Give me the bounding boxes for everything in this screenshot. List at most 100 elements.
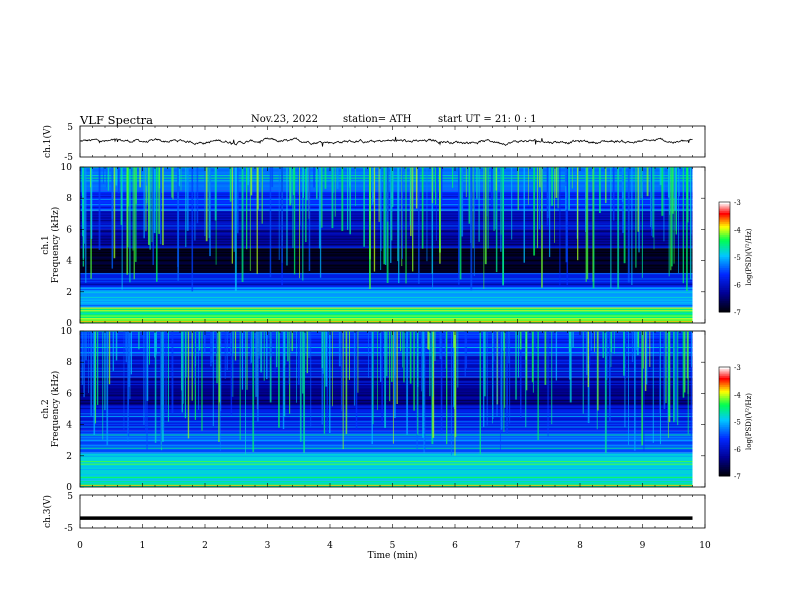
ch2-spectrogram-sferic — [479, 331, 481, 455]
ch2-colorbar-tick-label: -6 — [734, 446, 741, 454]
ch1-spectrogram-sferic — [612, 167, 615, 221]
ch2-spectrogram-sferic — [368, 331, 369, 378]
ch1-colorbar-swatch — [719, 242, 730, 245]
ch2-spectrogram-sferic — [452, 331, 455, 407]
station-label: station= ATH — [343, 114, 412, 125]
ch2-spectrogram-sferic — [94, 331, 97, 424]
ch1-spectrogram-sferic — [586, 167, 589, 280]
ch1-spectrogram-sferic — [493, 167, 495, 231]
ch2-colorbar-swatch — [719, 385, 730, 388]
ch1-colorbar-swatch — [719, 246, 730, 249]
ch1-spectrogram-sferic — [640, 167, 642, 199]
ch1-spectrogram-sferic — [305, 167, 307, 243]
ch1-spectrogram-sferic — [565, 167, 568, 263]
ch1-spectrogram-sferic — [468, 167, 471, 224]
ch2-colorbar-swatch — [719, 439, 730, 442]
ch1-spectrogram-sferic — [622, 167, 625, 234]
ch2-spectrogram-sferic — [645, 331, 648, 385]
ch2-spectrogram-striation — [80, 378, 693, 380]
ch1-spectrogram-sferic — [409, 167, 411, 226]
ch1-colorbar-swatch — [719, 291, 730, 295]
ch1-spectrogram-sferic — [483, 167, 485, 289]
ch1-spectrogram-sferic — [292, 167, 294, 248]
ch1-spectrogram-sferic — [661, 167, 664, 216]
ch2-spectrogram-sferic — [303, 331, 306, 453]
ch2-spectrogram-panel: 0 2 4 6 8 10 ch.2Frequency (kHz) — [41, 327, 706, 493]
ch2-spectrogram-sferic — [587, 331, 589, 388]
time-xtick-label: 9 — [640, 541, 646, 551]
ch1-colorbar-swatch — [719, 290, 730, 293]
ch1-colorbar-swatch — [719, 286, 730, 289]
ch1-spectrogram-sferic — [554, 167, 555, 243]
ch1-spectrogram-sferic — [585, 167, 586, 233]
ch1-spectrogram-ytick-label: 2 — [66, 288, 72, 298]
ch2-spectrogram-sferic — [569, 331, 572, 403]
ch1-spectrogram-sferic — [674, 167, 677, 211]
ch1-spectrogram-sferic — [172, 167, 174, 200]
ch1-spectrogram-sferic — [297, 167, 299, 195]
ch2-spectrogram-striation — [80, 381, 693, 383]
ch1-colorbar-swatch — [719, 293, 730, 296]
ch2-colorbar-swatch — [719, 472, 730, 475]
ch1-spectrogram-sferic — [120, 167, 123, 225]
ch2-spectrogram-ytick-label: 4 — [66, 421, 72, 431]
ch2-spectrogram-striation — [80, 407, 693, 410]
ch2-spectrogram-sferic — [224, 331, 226, 379]
ch2-spectrogram-sferic — [145, 331, 147, 433]
ch3-waveform-frame — [79, 494, 706, 529]
ch1-spectrogram-sferic — [145, 167, 147, 232]
ch1-waveform-line — [79, 136, 693, 147]
ch1-spectrogram-sferic — [559, 167, 561, 286]
ch1-spectrogram-sferic — [678, 167, 680, 197]
ch2-colorbar-frame — [718, 366, 731, 477]
ch2-spectrogram-sferic — [667, 331, 669, 424]
ch2-colorbar-swatch — [719, 425, 730, 428]
ch2-colorbar-swatch — [719, 426, 730, 430]
ch1-spectrogram-striation — [80, 294, 693, 296]
ch1-spectrogram-sferic — [369, 167, 371, 260]
ch1-spectrogram-ylabel-line: Frequency (kHz) — [50, 207, 61, 284]
ch1-spectrogram-sferic — [610, 167, 612, 289]
ch2-spectrogram-striation — [80, 405, 693, 407]
ch2-spectrogram-sferic — [125, 331, 127, 350]
ch2-spectrogram-sferic — [342, 331, 344, 450]
ch2-spectrogram-sferic — [185, 331, 187, 377]
ch1-spectrogram-sferic — [426, 167, 428, 262]
ch1-spectrogram-sferic — [380, 167, 382, 271]
ch2-spectrogram-sferic — [88, 331, 89, 394]
time-xtick-label: 2 — [202, 541, 208, 551]
time-xtick-label: 3 — [265, 541, 271, 551]
ch2-spectrogram-sferic — [509, 331, 511, 424]
ch1-spectrogram-sferic — [191, 167, 194, 292]
ch1-colorbar-swatch — [719, 299, 730, 302]
ch1-spectrogram-sferic — [476, 167, 478, 199]
ch2-spectrogram-sferic — [532, 331, 534, 393]
ch1-colorbar-swatch — [719, 306, 730, 309]
ch1-colorbar-swatch — [719, 249, 730, 252]
ch2-spectrogram-sferic — [631, 331, 634, 362]
ch1-spectrogram-sferic — [571, 167, 573, 189]
ch1-colorbar-swatch — [719, 268, 730, 271]
ch1-spectrogram-striation — [80, 273, 693, 275]
ch1-colorbar-swatch — [719, 209, 730, 212]
ch1-spectrogram-sferic — [401, 167, 403, 259]
ch2-spectrogram-striation — [80, 384, 693, 386]
ch1-spectrogram-sferic — [635, 167, 637, 268]
ch1-spectrogram-sferic — [527, 167, 529, 205]
ch1-spectrogram-sferic — [564, 167, 567, 186]
ch2-spectrogram-sferic — [218, 331, 220, 442]
ch1-spectrogram-sferic — [162, 167, 164, 246]
ch1-spectrogram-sferic — [472, 167, 474, 249]
ch1-spectrogram-sferic — [229, 167, 232, 202]
ch2-spectrogram-sferic — [394, 331, 396, 376]
ch1-colorbar-frame — [718, 201, 731, 313]
ch1-spectrogram-sferic — [435, 167, 437, 241]
ch1-spectrogram-sferic — [461, 167, 464, 237]
ch1-spectrogram-sferic — [278, 167, 280, 260]
ch1-spectrogram-sferic — [538, 167, 540, 230]
ch1-spectrogram-sferic — [107, 167, 110, 191]
ch1-spectrogram-sferic — [257, 167, 259, 210]
ch1-spectrogram-striation — [80, 310, 693, 312]
ch1-colorbar-swatch — [719, 227, 730, 230]
ch2-spectrogram-sferic — [246, 331, 248, 390]
